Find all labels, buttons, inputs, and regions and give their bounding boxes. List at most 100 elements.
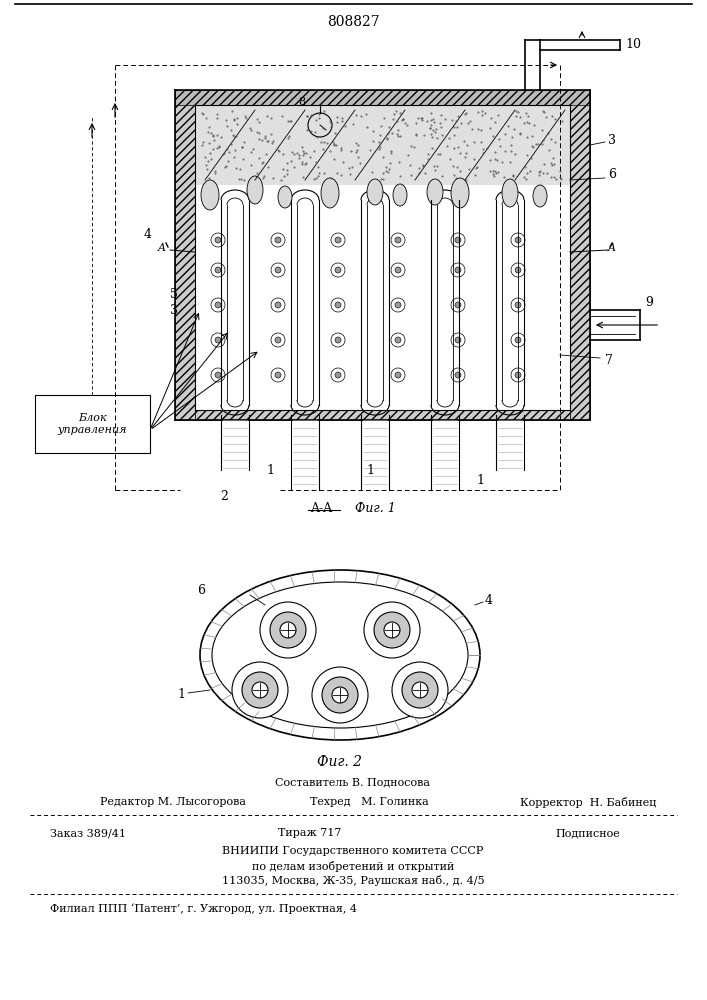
Circle shape [374,612,410,648]
Point [408,139,419,155]
Point [426,140,438,156]
Point [547,108,558,124]
Point [475,122,486,138]
Point [374,134,385,150]
Point [209,165,221,181]
Point [450,170,462,186]
Point [312,159,324,175]
Point [515,125,526,141]
Circle shape [331,233,345,247]
Circle shape [275,302,281,308]
Point [245,120,256,136]
Point [402,117,413,133]
Point [225,122,236,138]
Point [221,158,232,174]
Text: A: A [158,243,166,253]
Circle shape [271,333,285,347]
Point [539,156,550,172]
Point [375,171,387,187]
Point [417,110,428,126]
Point [382,125,394,141]
Point [278,161,289,177]
Ellipse shape [321,178,339,208]
Point [411,127,422,143]
Circle shape [322,677,358,713]
Point [254,125,265,141]
Circle shape [232,662,288,718]
Point [397,111,409,127]
Point [451,119,462,135]
Point [312,168,324,184]
Point [460,172,472,188]
Point [522,147,533,163]
Point [521,165,532,181]
Point [460,106,471,122]
Point [515,109,526,125]
Point [416,110,427,126]
Point [211,140,222,156]
Point [266,135,277,151]
Point [335,142,346,158]
Point [206,125,217,141]
Point [329,136,340,152]
Point [337,110,348,126]
Point [546,157,557,173]
Point [297,169,308,185]
Point [534,167,545,183]
Point [262,133,273,149]
Point [315,134,327,150]
Point [364,142,375,158]
Point [448,127,460,143]
Point [440,111,451,127]
Point [330,137,341,153]
Text: ВНИИПИ Государственного комитета СССР: ВНИИПИ Государственного комитета СССР [222,846,484,856]
Point [497,154,508,170]
Point [472,121,484,137]
Point [309,124,320,140]
Point [351,107,362,123]
Point [383,119,395,135]
Point [395,168,406,184]
Text: 6: 6 [608,168,616,182]
Point [253,114,264,130]
Point [469,167,481,183]
Point [479,105,491,121]
Circle shape [335,337,341,343]
Point [297,143,308,159]
Point [462,115,474,131]
Circle shape [511,298,525,312]
Point [384,161,395,177]
Point [461,105,472,121]
Circle shape [275,337,281,343]
Point [267,133,279,149]
Point [293,150,305,166]
Point [460,149,471,165]
Point [508,167,519,183]
Point [384,155,395,171]
Point [395,105,406,121]
Point [534,163,545,179]
Point [310,154,322,170]
Ellipse shape [393,184,407,206]
Point [467,121,478,137]
Point [548,156,559,172]
Point [382,164,393,180]
Circle shape [271,298,285,312]
Point [328,137,339,153]
Point [507,129,518,145]
Point [196,137,207,153]
Point [375,127,386,143]
Point [435,146,446,162]
Point [311,129,322,145]
Point [419,165,431,181]
Text: Фиг. 1: Фиг. 1 [355,502,396,514]
Point [211,106,222,122]
Point [547,150,559,166]
Text: 5: 5 [170,288,178,302]
Point [204,170,215,186]
Point [476,134,487,150]
Point [198,134,209,150]
Point [209,163,221,179]
Point [332,114,343,130]
Circle shape [215,237,221,243]
